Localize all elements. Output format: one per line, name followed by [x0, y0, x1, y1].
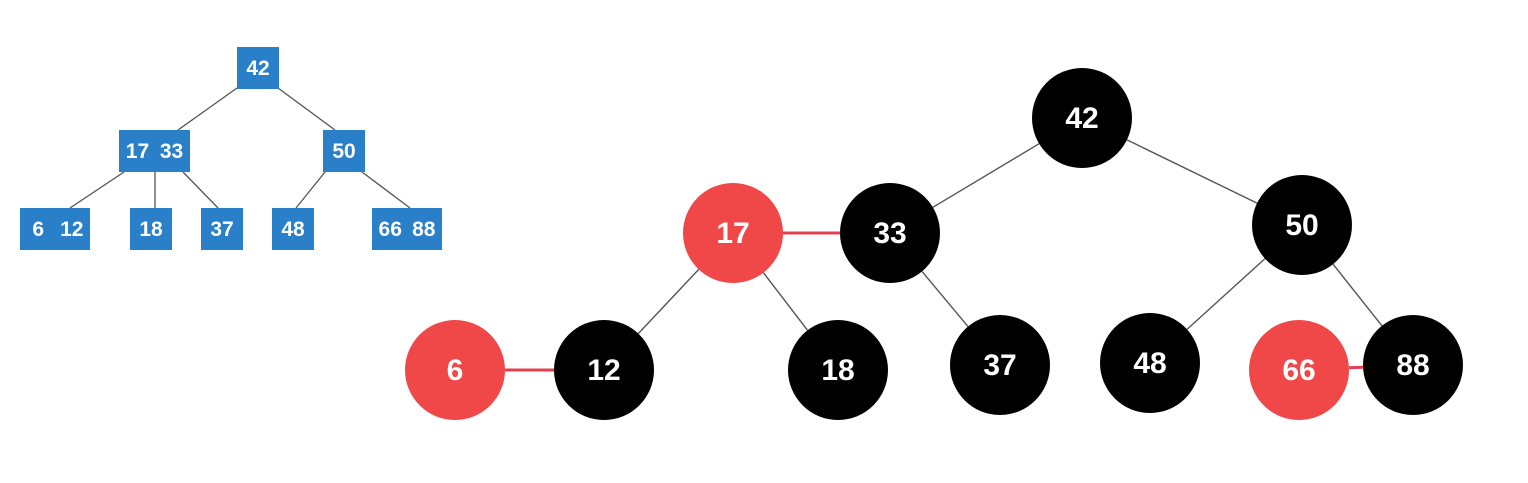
btree-key: 33	[160, 140, 183, 163]
btree-edge-b42-b50	[277, 87, 336, 131]
btree-node-42: 42	[237, 47, 279, 89]
rbtree-node-37: 37	[950, 315, 1050, 415]
red-node-circle	[683, 183, 783, 283]
rbtree-node-50: 50	[1252, 175, 1352, 275]
rbtree-node-18: 18	[788, 320, 888, 420]
btree-key: 42	[246, 57, 269, 80]
rbtree-key: 37	[983, 349, 1016, 382]
btree-key: 6	[32, 218, 44, 241]
black-node-circle	[1363, 315, 1463, 415]
rbtree-node-66: 66	[1249, 320, 1349, 420]
red-link-66-88	[1348, 365, 1364, 370]
rbtree-edge-50-88	[1332, 263, 1383, 327]
btree-key: 12	[60, 218, 83, 241]
btree-edge-b1733-b612	[69, 171, 125, 209]
btree-node-box	[130, 208, 172, 250]
btree-node-box	[323, 130, 365, 172]
btree-node-box	[372, 208, 442, 250]
rbtree-edges	[505, 139, 1383, 372]
btree-edge-b1733-b37	[182, 171, 219, 209]
red-node-circle	[1249, 320, 1349, 420]
btree-key: 37	[210, 218, 233, 241]
rbtree-node-12: 12	[554, 320, 654, 420]
btree-node-box	[20, 208, 90, 250]
rbtree-key: 12	[587, 354, 620, 387]
btree-edges	[69, 87, 411, 209]
btree-edge-b42-b1733	[177, 87, 238, 131]
btree-node-box	[201, 208, 243, 250]
btree-edge-b50-b48	[295, 171, 326, 209]
btree-node-17-33: 17 33	[119, 130, 190, 172]
rbtree-edge-42-50	[1126, 139, 1258, 204]
rbtree-node-17: 17	[683, 183, 783, 283]
rbtree-node-48: 48	[1100, 313, 1200, 413]
btree-key: 48	[281, 218, 305, 241]
black-node-circle	[1100, 313, 1200, 413]
btree-node-box	[119, 130, 190, 172]
btree-key: 66	[379, 218, 402, 241]
rbtree-key: 50	[1285, 209, 1318, 242]
black-node-circle	[788, 320, 888, 420]
rbtree-key: 33	[873, 217, 906, 250]
btree-node-18: 18	[130, 208, 172, 250]
rbtree-edge-42-33	[932, 143, 1040, 208]
rbtree-edge-17-18	[762, 272, 809, 331]
rbtree-edge-17-12	[637, 268, 700, 335]
black-node-circle	[950, 315, 1050, 415]
rbtree-edge-33-37	[921, 270, 969, 328]
rbtree-node-42: 42	[1032, 68, 1132, 168]
rbtree-key: 66	[1282, 354, 1315, 387]
black-node-circle	[840, 183, 940, 283]
black-node-circle	[1032, 68, 1132, 168]
btree-node-box	[272, 208, 314, 250]
rbtree-edge-50-48	[1186, 258, 1266, 330]
btree-node-48: 48	[272, 208, 314, 250]
btree-key: 18	[139, 218, 163, 241]
rbtree-key: 88	[1396, 349, 1429, 382]
rbtree-node-33: 33	[840, 183, 940, 283]
btree-node-6-12: 6 12	[20, 208, 90, 250]
black-node-circle	[554, 320, 654, 420]
btree-node-50: 50	[323, 130, 365, 172]
btree-key: 50	[332, 140, 355, 163]
rbtree-key: 6	[447, 354, 464, 387]
rbtree-node-88: 88	[1363, 315, 1463, 415]
rbtree-key: 42	[1065, 102, 1098, 135]
btree-key: 88	[412, 218, 436, 241]
btree-key: 17	[126, 140, 149, 163]
black-node-circle	[1252, 175, 1352, 275]
btree-edge-b50-b6688	[361, 171, 411, 209]
rbtree-key: 18	[821, 354, 854, 387]
rbtree-node-6: 6	[405, 320, 505, 420]
btree-node-66-88: 66 88	[372, 208, 442, 250]
rbtree-key: 17	[716, 217, 749, 250]
rbtree-nodes: 42 17 33 50 6 12 18 37 48 66 88	[405, 68, 1463, 420]
rbtree-key: 48	[1133, 347, 1166, 380]
red-node-circle	[405, 320, 505, 420]
btree-node-box	[237, 47, 279, 89]
btree-node-37: 37	[201, 208, 243, 250]
